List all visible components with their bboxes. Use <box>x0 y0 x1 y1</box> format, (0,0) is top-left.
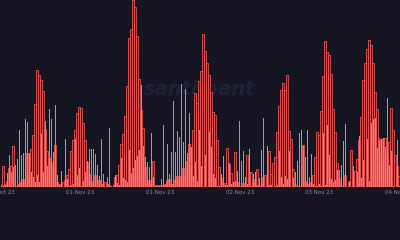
Text: santiment: santiment <box>144 80 256 99</box>
